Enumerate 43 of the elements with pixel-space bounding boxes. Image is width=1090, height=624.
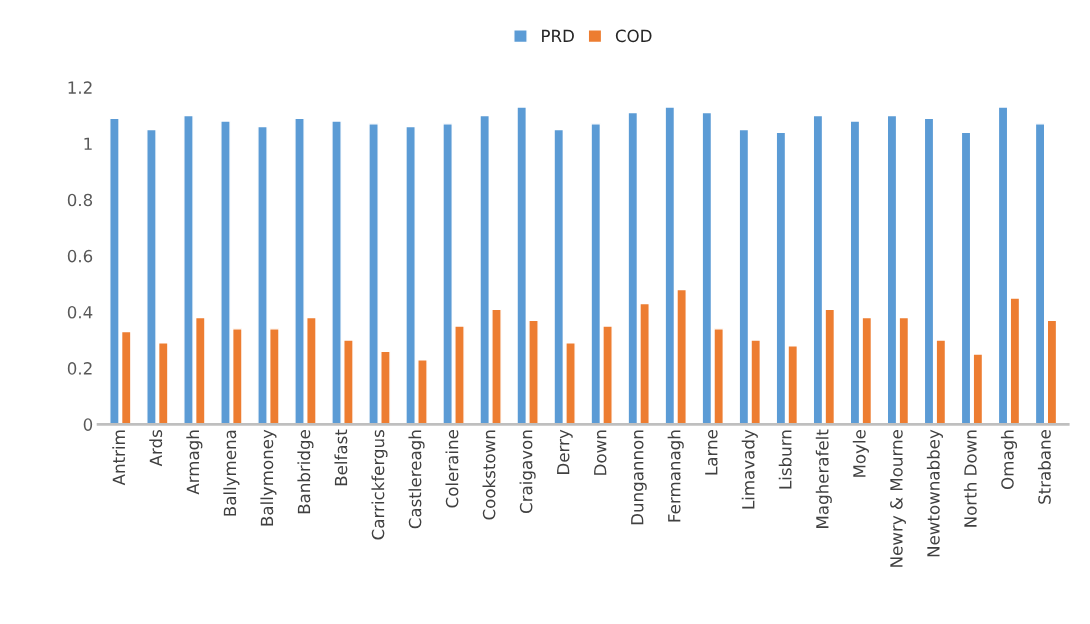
legend-label: PRD: [542, 29, 574, 42]
x-tick-label: Moyle: [852, 430, 869, 477]
x-tick-label: Castlereagh: [408, 430, 425, 529]
x-tick-label: Antrim: [112, 430, 125, 486]
x-tick-label: Ards: [149, 429, 163, 467]
x-tick-label: Larne: [705, 430, 718, 475]
x-tick-label: North Down: [963, 430, 977, 527]
x-tick-label: Down: [594, 430, 607, 475]
x-tick-label: Belfast: [334, 429, 348, 486]
bar: [1034, 123, 1046, 425]
x-tick-label: Strabane: [1037, 430, 1051, 504]
x-tick-label: Derry: [557, 429, 573, 474]
x-tick-label: Carrickfergus: [371, 429, 388, 540]
y-tick-label: 0.6: [67, 249, 93, 263]
x-tick-label: Craigavon: [519, 430, 536, 513]
legend-label: COD: [615, 29, 652, 43]
x-tick-label: Armagh: [186, 430, 203, 495]
x-tick-label: Limavady: [741, 429, 758, 509]
bar: [997, 106, 1009, 425]
x-tick-label: Newtownabbey: [926, 429, 943, 557]
x-tick-label: Banbridge: [297, 430, 314, 514]
x-tick-label: Lisburn: [778, 430, 792, 489]
x-tick-label: Coleraine: [445, 430, 459, 508]
y-tick-label: 0: [83, 418, 93, 431]
bar: [960, 131, 972, 425]
bar: [935, 339, 947, 425]
bar: [972, 353, 984, 425]
y-tick-label: 0.2: [67, 362, 92, 375]
bar: [1046, 319, 1058, 425]
x-tick-label: Newry & Mourne: [890, 430, 906, 567]
y-tick-label: 0.4: [67, 305, 93, 319]
bar: [923, 117, 935, 425]
bar: [1009, 297, 1021, 425]
x-tick-label: Omagh: [1000, 430, 1018, 489]
x-tick-label: Fermanagh: [667, 430, 684, 522]
y-tick-label: 0.8: [67, 193, 93, 207]
y-tick-label: 1: [84, 137, 92, 150]
y-tick-label: 1.2: [68, 81, 92, 94]
x-tick-label: Ballymoney: [260, 429, 277, 526]
x-tick-label: Dungannon: [631, 430, 647, 525]
x-tick-label: Cookstown: [482, 430, 496, 520]
x-tick-label: Ballymena: [223, 430, 240, 516]
x-tick-label: Magherafelt: [815, 429, 832, 528]
